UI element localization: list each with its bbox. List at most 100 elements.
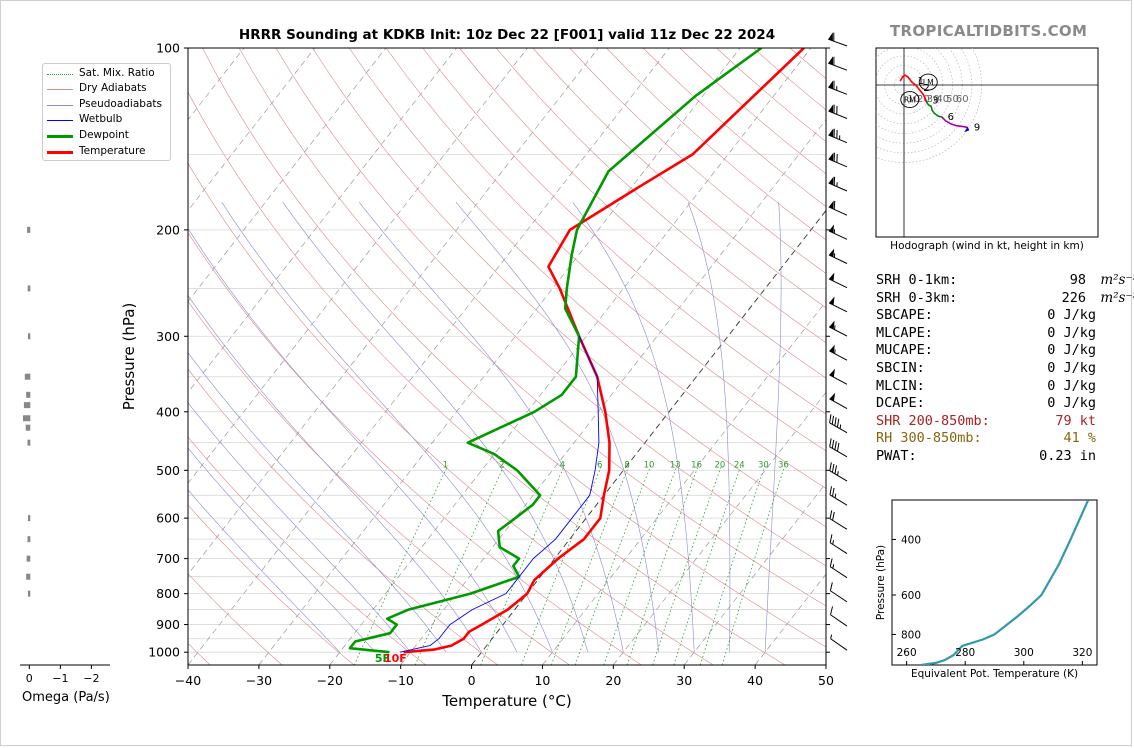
wind-barb-staff [829, 422, 848, 434]
series-line-temperature [403, 48, 805, 654]
hodograph-frame [875, 47, 1099, 238]
wind-barb-full [834, 417, 837, 426]
pseudoadiabat [188, 295, 482, 653]
wind-barb-full [829, 438, 832, 447]
stat-value: 98 [1069, 272, 1086, 288]
wind-barb [830, 606, 848, 627]
wind-barb-staff [829, 374, 848, 385]
wind-barb-full [833, 32, 835, 42]
brand-watermark: TROPICALTIDBITS.COM [890, 22, 1088, 40]
omega-bar [27, 515, 31, 522]
x-axis-label: Temperature (°C) [441, 692, 571, 710]
hodograph-ring-label: 10 [907, 94, 920, 105]
skew-t-axes: −40 −30 −20 −10 0 10 20 30 40 50 100 200 300 400 500 60… [120, 41, 834, 711]
wind-barb-full [829, 414, 832, 423]
hodograph-ring-label: 50 [946, 94, 959, 105]
mixing-ratio-label: 4 [560, 460, 565, 470]
wind-barb-staff [829, 518, 848, 530]
wind-barb-flag [828, 56, 833, 65]
wind-barb [829, 344, 848, 361]
omega-x-tick-label: 0 [26, 672, 33, 685]
wind-barb-full [829, 510, 833, 519]
storm-motion-label: RM [904, 96, 916, 105]
wind-barb-flag [828, 80, 834, 89]
wind-barb-half [834, 325, 836, 330]
surface-dewpoint-label: 5F [375, 652, 390, 665]
mixing-ratio-line [574, 464, 652, 665]
dry-adiabat [238, 48, 826, 607]
wind-barb-full [834, 465, 837, 474]
wind-barb-staff [828, 38, 848, 47]
dry-adiabat [188, 162, 714, 665]
isotherm [329, 48, 812, 665]
legend-swatch [47, 151, 73, 154]
dry-adiabat [275, 48, 826, 567]
stat-value: 0 J/kg [1047, 342, 1096, 359]
wind-barb [828, 248, 848, 264]
stat-label: SBCAPE: [876, 307, 933, 324]
ept-x-tick-label: 260 [897, 647, 917, 659]
stat-value: 41 % [1063, 430, 1096, 447]
wind-barb [828, 104, 848, 119]
mixing-ratio-label: 13 [670, 460, 681, 470]
wind-barb-full [831, 487, 835, 497]
wind-barb-staff [828, 110, 848, 119]
y-tick-label: 400 [156, 404, 180, 419]
mixing-ratio-label: 30 [758, 460, 769, 470]
isotherm [188, 48, 316, 212]
x-tick-label: −30 [246, 673, 272, 688]
dry-adiabat [495, 48, 826, 343]
hodograph-height-label: 2 [923, 83, 929, 94]
storm-motion-marker [918, 73, 938, 91]
wind-barb [829, 558, 848, 579]
mixing-ratio-line [603, 464, 678, 665]
pseudoadiabat [188, 352, 447, 653]
stat-value: 0 J/kg [1047, 360, 1096, 376]
dry-adiabat [202, 48, 826, 648]
storm-motion-marker [900, 91, 920, 109]
omega-bar [26, 573, 31, 580]
wind-barb [828, 224, 848, 240]
y-tick-label: 800 [156, 586, 180, 601]
wind-barb-staff [828, 62, 848, 71]
pseudoadiabat [687, 202, 731, 653]
isotherm [258, 48, 741, 665]
surface-temperature-label: 10F [384, 652, 407, 665]
wind-barbs [828, 32, 848, 651]
wind-barb-flag [828, 200, 834, 210]
dry-adiabat [312, 48, 826, 528]
series-line-wetbulb [399, 336, 600, 653]
legend-item-dry-adiabats: Dry Adiabats [43, 82, 170, 96]
wind-barb-staff [828, 134, 848, 144]
wind-barb-full [829, 558, 833, 567]
omega-x-tick-label: −2 [83, 672, 99, 685]
omega-bar [24, 373, 31, 380]
wind-barb [829, 486, 848, 506]
wind-barb [828, 80, 848, 95]
x-tick-label: 20 [605, 673, 621, 688]
wind-barb-staff [828, 326, 848, 337]
mixing-ratio-line [414, 464, 505, 665]
wind-barb-flag [828, 224, 835, 234]
wind-barb-staff [829, 494, 848, 506]
skew-t-background: 1 2 4 6 8 10 13 16 20 24 30 36 [188, 48, 826, 665]
wind-barb [828, 320, 848, 337]
mixing-ratio-label: 1 [443, 460, 448, 470]
ept-x-tick-label: 280 [955, 647, 975, 659]
wind-barb-flag [828, 176, 834, 186]
dry-adiabat [532, 48, 826, 309]
pseudoadiabat [188, 227, 518, 653]
isotherm [188, 48, 386, 303]
stat-value: 0 J/kg [1047, 395, 1096, 412]
dry-adiabat [188, 436, 426, 665]
wind-barb-flag [828, 152, 834, 161]
hodograph-height-label: 6 [948, 112, 954, 123]
stat-row: DCAPE: 0 J/kg [876, 395, 1096, 412]
mixing-ratio-label: 8 [624, 460, 629, 470]
wind-barb [829, 534, 848, 554]
pseudoadiabat [188, 447, 376, 653]
wind-barb-staff [830, 590, 848, 603]
omega-bar [23, 402, 31, 409]
hodograph-trace [899, 74, 928, 102]
